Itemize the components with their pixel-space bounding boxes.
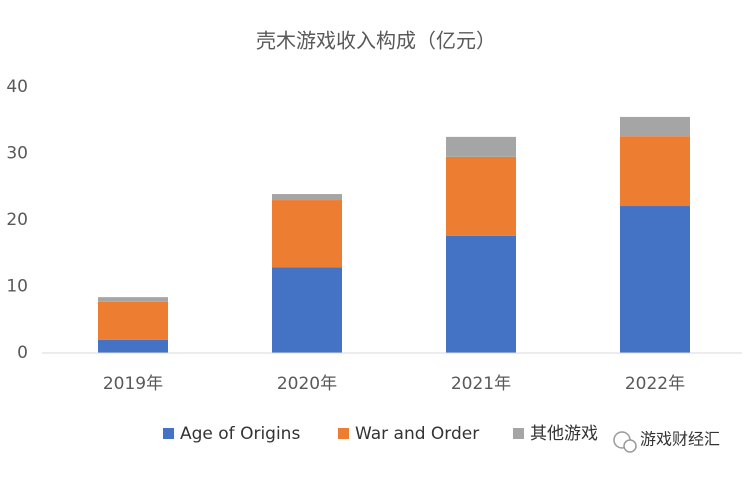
bar-segment: [620, 206, 690, 353]
bar-segment: [446, 156, 516, 236]
y-tick-label: 10: [6, 277, 28, 297]
chart-title: 壳木游戏收入构成（亿元）: [256, 29, 496, 53]
bar-segment: [272, 200, 342, 268]
bar-segment: [272, 194, 342, 201]
y-tick-label: 30: [6, 144, 28, 164]
bar-segment: [446, 235, 516, 353]
y-tick-label: 0: [17, 343, 28, 363]
watermark-text: 游戏财经汇: [640, 430, 720, 449]
x-tick-label: 2019年: [103, 374, 163, 394]
watermark-icon: [623, 439, 637, 453]
bar-segment: [446, 136, 516, 157]
bar-segment: [620, 116, 690, 137]
legend-label: 其他游戏: [530, 424, 598, 444]
legend-swatch: [163, 428, 174, 439]
bar-segment: [98, 301, 168, 340]
bar-segment: [272, 267, 342, 353]
legend-swatch: [513, 428, 524, 439]
bar-segment: [98, 339, 168, 353]
y-tick-label: 20: [6, 210, 28, 230]
legend-label: War and Order: [355, 424, 479, 444]
y-tick-label: 40: [6, 77, 28, 97]
legend-swatch: [338, 428, 349, 439]
x-tick-label: 2020年: [277, 374, 337, 394]
bar-segment: [98, 297, 168, 302]
bar-segment: [620, 136, 690, 207]
x-tick-label: 2022年: [625, 374, 685, 394]
watermark: 游戏财经汇: [613, 430, 720, 453]
legend-label: Age of Origins: [180, 424, 300, 444]
x-tick-label: 2021年: [451, 374, 511, 394]
